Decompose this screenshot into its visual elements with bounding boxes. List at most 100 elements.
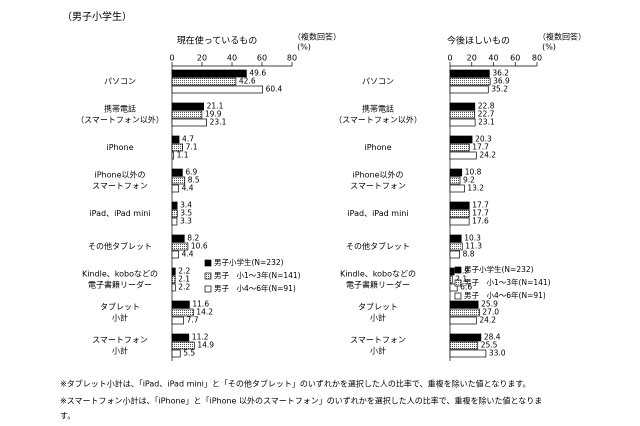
value-label: 23.1 <box>478 118 495 127</box>
category-label: Kindle、koboなどの <box>82 270 158 279</box>
bar <box>172 210 177 217</box>
legend-swatch <box>455 267 461 273</box>
value-label: 35.2 <box>491 85 508 94</box>
bar <box>172 317 184 324</box>
category-label: タブレット <box>358 302 398 312</box>
value-label: 2.2 <box>178 283 190 292</box>
value-label: 14.9 <box>197 341 214 350</box>
category-label: 小計 <box>112 346 128 356</box>
bar <box>172 284 175 291</box>
x-tick-label: 40 <box>227 54 237 63</box>
bar <box>172 86 263 93</box>
value-label: 4.4 <box>182 184 194 193</box>
legend-label: 男子 小1～3年(N=141) <box>214 270 301 280</box>
bar <box>450 243 462 250</box>
value-label: 5.5 <box>183 349 195 358</box>
value-label: 8.8 <box>463 250 475 259</box>
category-label: iPhone以外の <box>352 170 403 180</box>
category-label: iPad、iPad mini <box>89 209 150 218</box>
category-label: その他タブレット <box>346 241 410 251</box>
category-label: パソコン <box>362 77 394 86</box>
x-tick-label: 0 <box>169 54 174 63</box>
bar <box>172 202 177 209</box>
bar <box>172 334 189 341</box>
bar <box>450 276 452 283</box>
legend-label: 男子小学生(N=232) <box>214 257 284 267</box>
category-label: iPhone <box>364 143 391 152</box>
value-label: 3.3 <box>180 217 192 226</box>
bar <box>450 119 475 126</box>
bar <box>172 78 236 85</box>
legend-label: 男子 小4～6年(N=91) <box>464 290 546 300</box>
bar <box>450 251 460 258</box>
category-label: スマートフォン <box>350 336 406 345</box>
bar <box>172 70 246 77</box>
bar <box>450 350 486 357</box>
value-label: 17.6 <box>472 217 489 226</box>
category-label: iPhone以外の <box>94 170 145 180</box>
bar <box>172 251 179 258</box>
bar <box>450 169 462 176</box>
value-label: 60.4 <box>266 85 283 94</box>
footnote: ※タブレット小計は、「iPad、iPad mini」と「その他タブレット」のいず… <box>60 379 531 389</box>
footnote: す。 <box>60 412 75 421</box>
legend-label: 男子小学生(N=232) <box>464 264 534 274</box>
bar <box>172 111 202 118</box>
legend-swatch <box>455 280 461 286</box>
bar <box>450 136 472 143</box>
value-label: 13.2 <box>467 184 484 193</box>
bar <box>450 334 481 341</box>
category-label: 小計 <box>370 346 386 356</box>
bar <box>450 177 460 184</box>
value-label: 7.7 <box>187 316 199 325</box>
value-label: 33.0 <box>489 349 506 358</box>
bar <box>450 144 469 151</box>
legend-swatch <box>455 293 461 299</box>
value-label: 42.6 <box>239 77 256 86</box>
category-label: スマートフォン <box>92 182 148 191</box>
bar <box>172 136 179 143</box>
bar <box>450 210 469 217</box>
category-label: 携帯電話 <box>362 104 394 114</box>
bar <box>450 70 489 77</box>
bar <box>172 218 177 225</box>
category-label: スマートフォン <box>92 336 148 345</box>
bar <box>450 268 454 275</box>
category-label: 携帯電話 <box>104 104 136 114</box>
bar <box>172 301 189 308</box>
bar <box>172 268 175 275</box>
chart-title: 今後ほしいもの <box>447 35 510 47</box>
unit: (%) <box>297 43 311 52</box>
x-tick-label: 0 <box>447 54 452 63</box>
value-label: 24.2 <box>479 151 496 160</box>
bar <box>172 276 175 283</box>
category-label: iPhone <box>106 143 133 152</box>
bar <box>450 152 476 159</box>
bar <box>450 218 469 225</box>
bar <box>450 103 475 110</box>
bar <box>450 317 476 324</box>
x-tick-label: 80 <box>532 54 542 63</box>
category-label: タブレット <box>100 302 140 312</box>
category-label: （スマートフォン以外） <box>76 115 164 125</box>
value-label: 24.2 <box>479 316 496 325</box>
x-tick-label: 60 <box>257 54 267 63</box>
category-label: （スマートフォン以外） <box>334 115 422 125</box>
value-label: 4.4 <box>182 250 194 259</box>
note: （複数回答） <box>538 32 586 42</box>
bar <box>450 202 469 209</box>
bar <box>172 119 207 126</box>
value-label: 23.1 <box>210 118 227 127</box>
bar <box>172 235 184 242</box>
category-label: 小計 <box>370 313 386 323</box>
category-label: 電子書籍リーダー <box>88 280 152 290</box>
value-label: 1.1 <box>177 151 189 160</box>
category-label: スマートフォン <box>350 182 406 191</box>
bar <box>450 235 461 242</box>
category-label: 電子書籍リーダー <box>346 280 410 290</box>
x-tick-label: 80 <box>287 54 297 63</box>
x-tick-label: 20 <box>197 54 207 63</box>
bar <box>450 86 488 93</box>
legend-swatch <box>205 286 211 292</box>
